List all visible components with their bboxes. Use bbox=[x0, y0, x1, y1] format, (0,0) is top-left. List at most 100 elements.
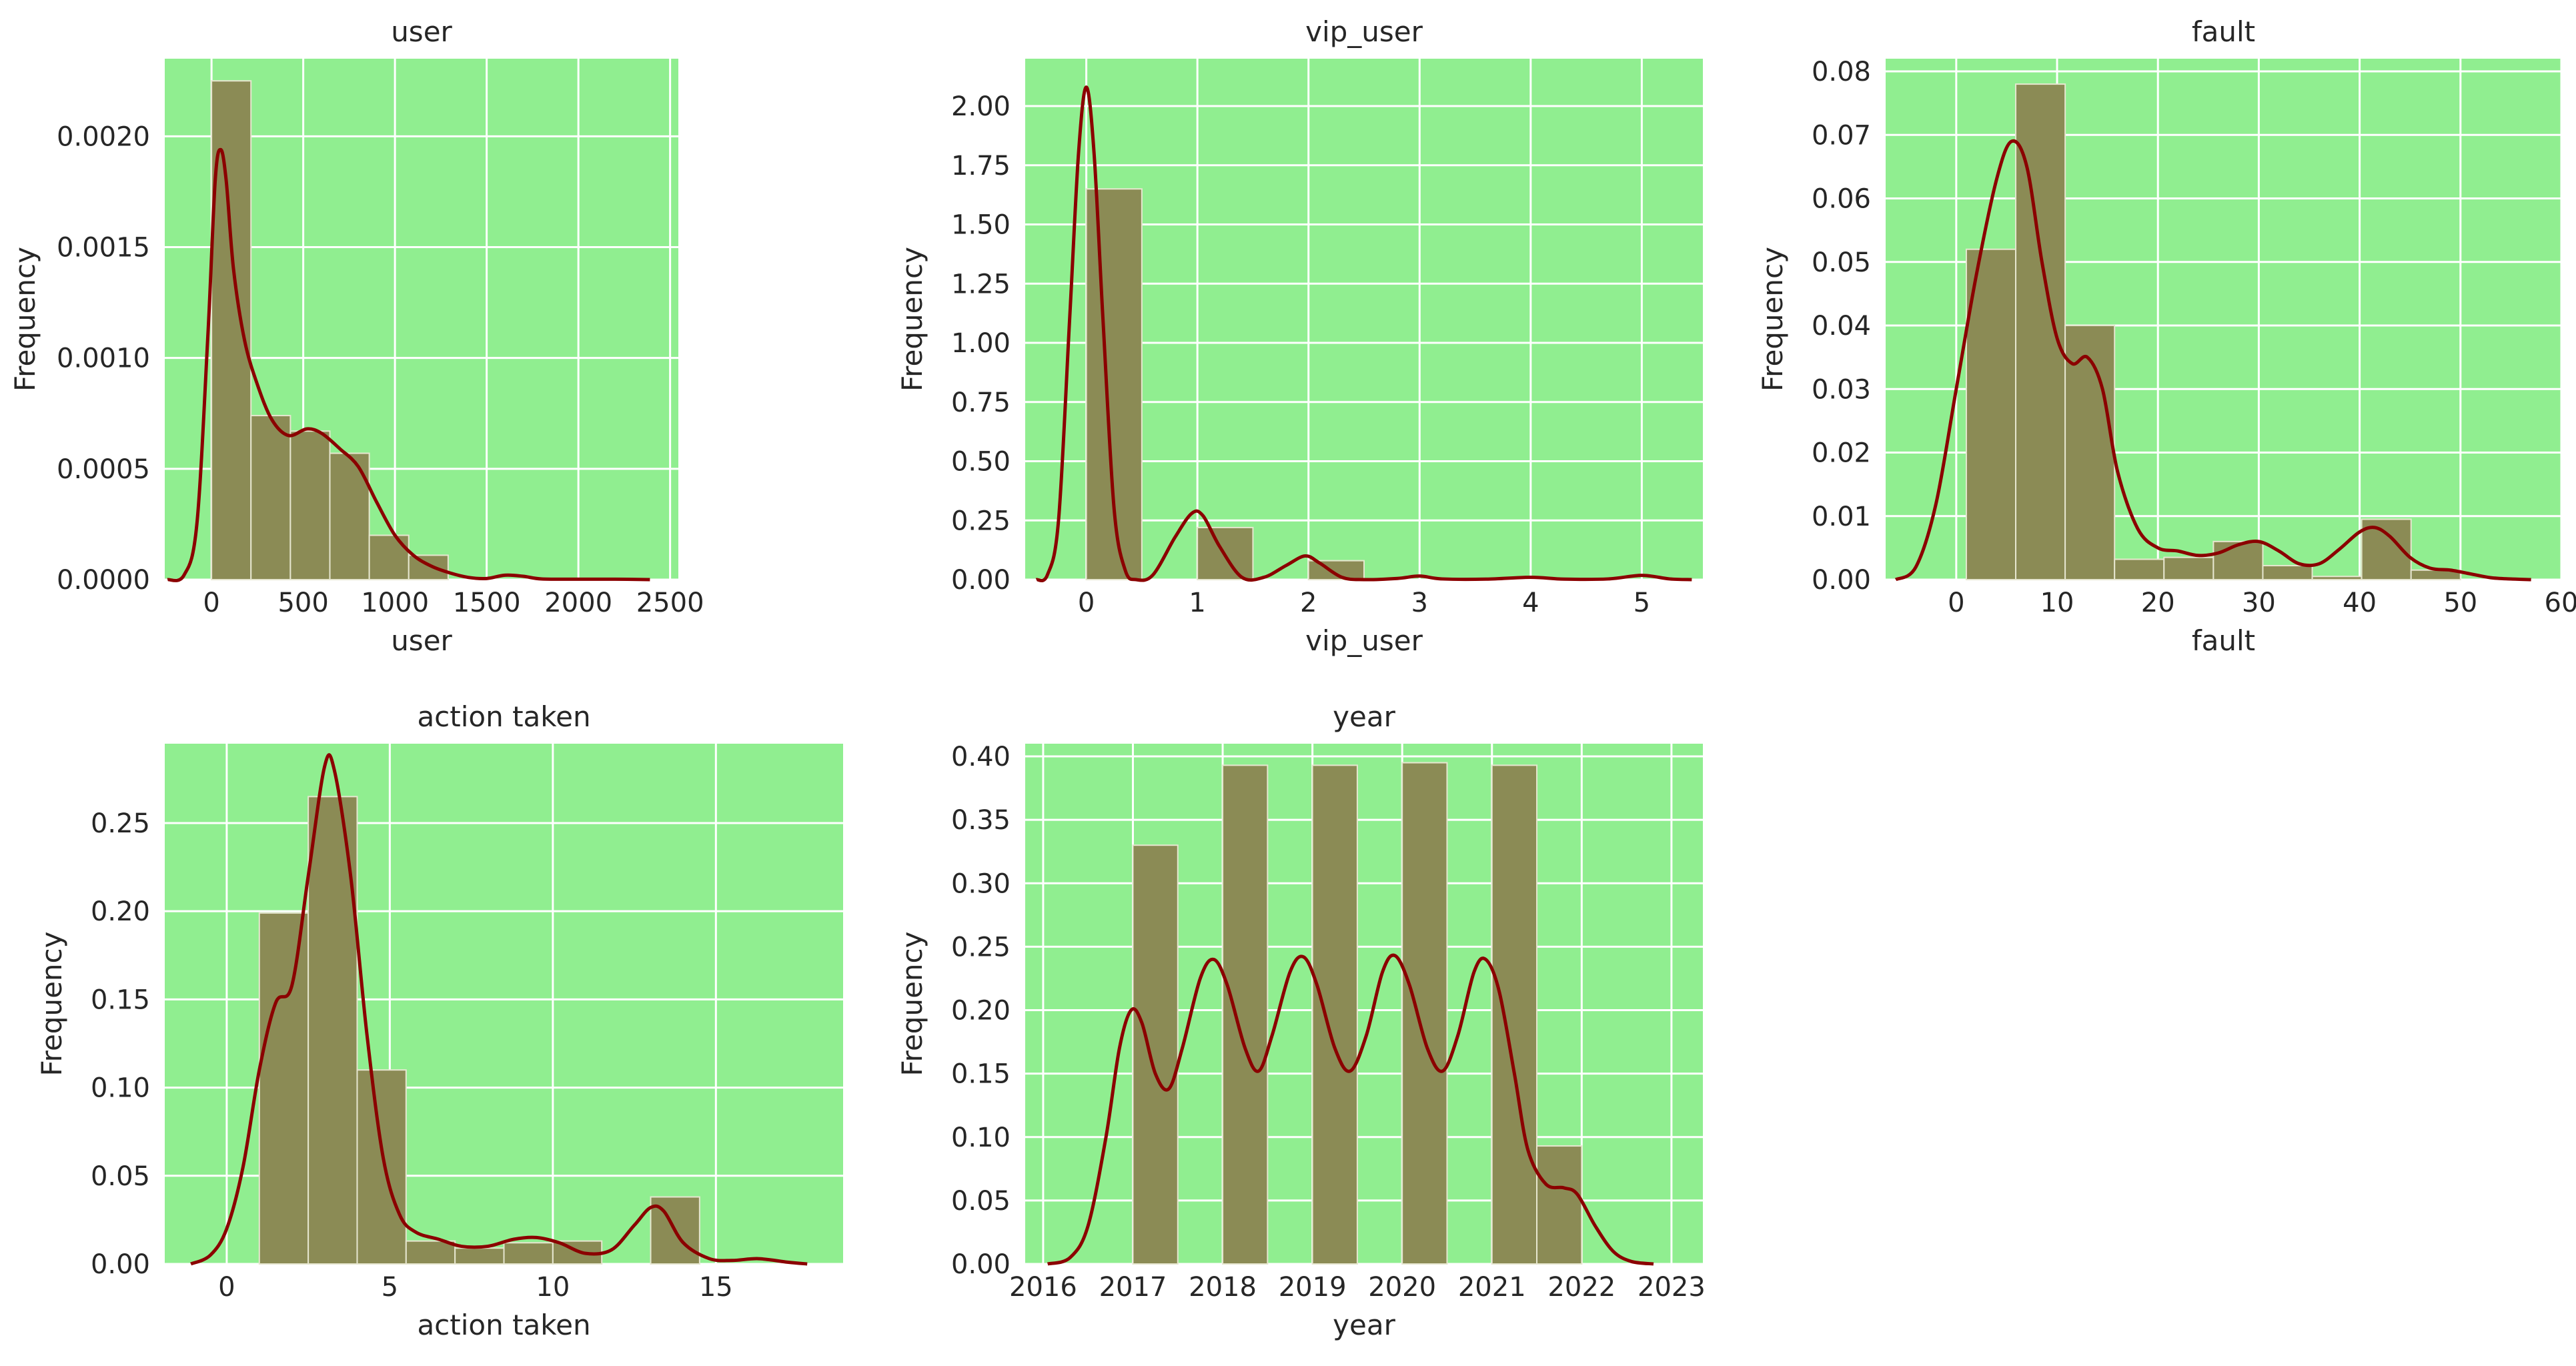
subplot-vip-user: 0 1 2 3 4 5 0.00 0.25 0.50 0.75 1.00 1.25 1.50 1.75 2.… bbox=[896, 15, 1703, 657]
x-tick-label: 2016 bbox=[1009, 1272, 1077, 1303]
x-tick-label: 2018 bbox=[1189, 1272, 1257, 1303]
x-tick-label: 2000 bbox=[544, 588, 612, 618]
y-tick-label: 0.05 bbox=[951, 1186, 1011, 1217]
y-tick-label: 0.30 bbox=[951, 868, 1011, 899]
y-tick-label: 0.15 bbox=[91, 984, 150, 1015]
histogram-bar bbox=[1311, 764, 1358, 1265]
subplot-user: 0 500 1000 1500 2000 2500 0.0000 0.0005 0.0010 0.… bbox=[9, 15, 704, 657]
y-tick-label: 0.10 bbox=[91, 1073, 150, 1104]
histogram-bar bbox=[454, 1247, 505, 1265]
x-axis-label: fault bbox=[2192, 624, 2255, 657]
subplot-title: action taken bbox=[417, 700, 590, 733]
histogram-bar bbox=[2262, 565, 2313, 580]
x-tick-label: 3 bbox=[1411, 588, 1428, 618]
histogram-bars bbox=[1085, 188, 1365, 581]
histogram-bar bbox=[1965, 248, 2017, 580]
histogram-bar bbox=[368, 534, 410, 581]
histogram-bar bbox=[2212, 540, 2264, 580]
tick-labels: 0 1 2 3 4 5 0.00 0.25 0.50 0.75 1.00 1.25 1.50 1.75 2.… bbox=[951, 91, 1650, 618]
x-tick-label: 1000 bbox=[361, 588, 429, 618]
x-tick-label: 1 bbox=[1189, 588, 1205, 618]
tick-labels: 0 10 20 30 40 50 60 0.00 0.01 0.02 0.03 0.04 0.05 0.0… bbox=[1812, 57, 2576, 618]
subplot-title: vip_user bbox=[1305, 15, 1423, 48]
y-axis-label: Frequency bbox=[35, 932, 68, 1077]
x-tick-label: 0 bbox=[1078, 588, 1095, 618]
x-tick-label: 2022 bbox=[1547, 1272, 1616, 1303]
histogram-bar bbox=[356, 1069, 407, 1265]
y-axis-label: Frequency bbox=[9, 247, 41, 392]
subplot-title: year bbox=[1333, 700, 1395, 733]
x-tick-label: 0 bbox=[203, 588, 219, 618]
histogram-bars bbox=[1965, 83, 2461, 581]
y-tick-label: 0.06 bbox=[1812, 184, 1871, 215]
x-axis-label: action taken bbox=[417, 1309, 590, 1341]
x-tick-label: 2021 bbox=[1458, 1272, 1526, 1303]
y-tick-label: 0.0015 bbox=[57, 232, 150, 263]
y-tick-label: 1.25 bbox=[951, 269, 1011, 299]
y-tick-label: 0.01 bbox=[1812, 502, 1871, 532]
y-tick-label: 0.03 bbox=[1812, 374, 1871, 405]
x-tick-label: 500 bbox=[277, 588, 328, 618]
y-tick-label: 0.0020 bbox=[57, 121, 150, 152]
histogram-bar bbox=[211, 80, 252, 580]
y-tick-label: 0.20 bbox=[91, 896, 150, 927]
y-tick-label: 0.75 bbox=[951, 388, 1011, 418]
subplot-title: fault bbox=[2192, 15, 2255, 48]
x-axis-label: year bbox=[1333, 1309, 1395, 1341]
y-tick-label: 0.0005 bbox=[57, 454, 150, 485]
plot-area bbox=[1025, 744, 1703, 1264]
x-tick-label: 2017 bbox=[1099, 1272, 1167, 1303]
histogram-bar bbox=[289, 430, 331, 580]
y-tick-label: 0.00 bbox=[1812, 565, 1871, 596]
subplot-year: 2016 2017 2018 2019 2020 2021 2022 2023 0.00 0.05… bbox=[896, 700, 1706, 1341]
y-tick-label: 0.04 bbox=[1812, 311, 1871, 342]
y-axis-label: Frequency bbox=[1756, 247, 1789, 392]
y-tick-label: 0.00 bbox=[951, 1249, 1011, 1280]
y-tick-label: 1.00 bbox=[951, 328, 1011, 359]
histogram-bar bbox=[405, 1240, 456, 1265]
x-tick-label: 60 bbox=[2545, 588, 2576, 618]
histogram-bar bbox=[1307, 560, 1365, 580]
histogram-bar bbox=[2311, 576, 2363, 580]
y-tick-label: 0.50 bbox=[951, 447, 1011, 478]
x-tick-label: 4 bbox=[1522, 588, 1539, 618]
x-tick-label: 30 bbox=[2242, 588, 2276, 618]
y-tick-label: 0.25 bbox=[951, 932, 1011, 962]
y-tick-label: 0.35 bbox=[951, 805, 1011, 836]
y-axis-label: Frequency bbox=[896, 932, 928, 1077]
kde-curve bbox=[1047, 953, 1654, 1266]
subplot-title: user bbox=[391, 15, 452, 48]
x-tick-label: 20 bbox=[2141, 588, 2175, 618]
histogram-bar bbox=[1491, 764, 1538, 1265]
kde-curve bbox=[1894, 139, 2531, 582]
y-tick-label: 0.20 bbox=[951, 996, 1011, 1027]
histogram-bars bbox=[1132, 762, 1583, 1265]
x-tick-label: 2020 bbox=[1368, 1272, 1436, 1303]
x-tick-label: 0 bbox=[218, 1272, 235, 1303]
subplot-fault: 0 10 20 30 40 50 60 0.00 0.01 0.02 0.03 0.04 0.05 0.0… bbox=[1756, 15, 2576, 657]
y-tick-label: 0.0010 bbox=[57, 344, 150, 374]
x-axis-label: vip_user bbox=[1305, 624, 1423, 657]
y-tick-label: 0.25 bbox=[951, 506, 1011, 536]
x-tick-label: 2019 bbox=[1279, 1272, 1347, 1303]
x-tick-label: 1500 bbox=[453, 588, 521, 618]
tick-labels: 0 5 10 15 0.00 0.05 0.10 0.15 0.20 0.25 bbox=[91, 808, 733, 1303]
tick-labels: 2016 2017 2018 2019 2020 2021 2022 2023 0.00 0.05… bbox=[951, 742, 1706, 1303]
kde-curve bbox=[167, 147, 650, 582]
kde-curve bbox=[1035, 85, 1692, 583]
y-tick-label: 0.40 bbox=[951, 742, 1011, 772]
x-tick-label: 10 bbox=[2040, 588, 2074, 618]
x-tick-label: 2023 bbox=[1638, 1272, 1706, 1303]
histogram-bars bbox=[211, 80, 449, 581]
y-tick-label: 0.02 bbox=[1812, 438, 1871, 469]
y-tick-label: 0.05 bbox=[91, 1161, 150, 1192]
subplot-action-taken: 0 5 10 15 0.00 0.05 0.10 0.15 0.20 0.25 action ta… bbox=[35, 700, 843, 1341]
y-tick-label: 0.25 bbox=[91, 808, 150, 839]
y-tick-label: 0.00 bbox=[951, 565, 1011, 596]
histogram-bar bbox=[2114, 558, 2165, 581]
y-tick-label: 0.15 bbox=[951, 1059, 1011, 1090]
y-tick-label: 0.00 bbox=[91, 1249, 150, 1280]
kde-curve bbox=[190, 753, 808, 1266]
x-axis-label: user bbox=[391, 624, 452, 657]
y-axis-label: Frequency bbox=[896, 247, 928, 392]
